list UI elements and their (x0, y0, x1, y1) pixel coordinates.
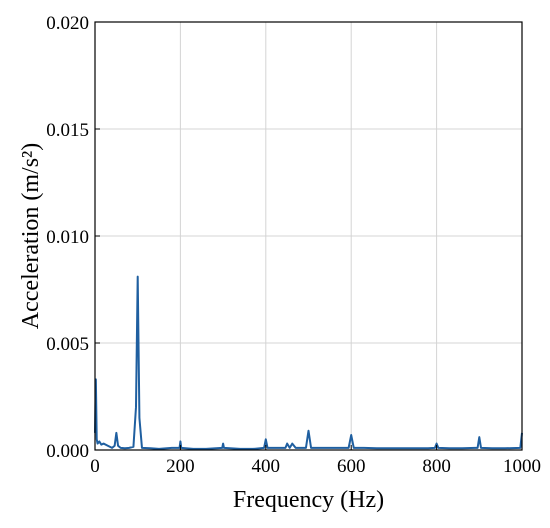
x-tick-label: 600 (337, 456, 366, 477)
x-tick-label: 800 (422, 456, 451, 477)
tick-marks (94, 21, 523, 451)
series-line (94, 275, 523, 450)
x-tick-labels: 0 200 400 600 800 1000 (90, 456, 541, 477)
x-tick-label: 400 (252, 456, 281, 477)
y-tick-labels: 0.000 0.005 0.010 0.015 0.020 (46, 13, 89, 462)
y-tick-label: 0.005 (46, 334, 89, 355)
x-tick-label: 200 (166, 456, 195, 477)
y-tick-label: 0.020 (46, 13, 89, 34)
series-layer (94, 275, 523, 450)
x-tick-label: 1000 (503, 456, 541, 477)
y-tick-label: 0.000 (46, 441, 89, 462)
y-axis-title: Acceleration (m/s²) (18, 143, 44, 329)
y-tick-label: 0.010 (46, 227, 89, 248)
x-axis-title: Frequency (Hz) (233, 487, 384, 513)
x-tick-label: 0 (90, 456, 100, 477)
y-tick-label: 0.015 (46, 120, 89, 141)
grid-lines (95, 22, 522, 450)
